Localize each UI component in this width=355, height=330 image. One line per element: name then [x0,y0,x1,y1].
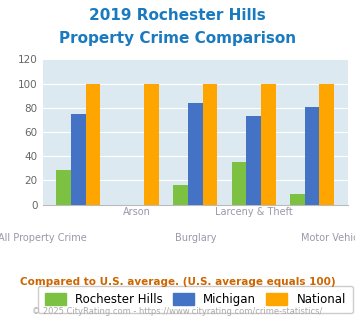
Bar [144,83,159,205]
Bar [188,103,203,205]
Bar [86,83,100,205]
Text: 2019 Rochester Hills: 2019 Rochester Hills [89,8,266,23]
Text: Property Crime Comparison: Property Crime Comparison [59,31,296,46]
Bar [320,83,334,205]
Text: Compared to U.S. average. (U.S. average equals 100): Compared to U.S. average. (U.S. average … [20,277,335,287]
Text: © 2025 CityRating.com - https://www.cityrating.com/crime-statistics/: © 2025 CityRating.com - https://www.city… [32,307,323,316]
Text: Motor Vehicle Theft: Motor Vehicle Theft [301,233,355,243]
Bar [232,162,246,205]
Bar [246,116,261,205]
Bar [290,194,305,205]
Bar [203,83,217,205]
Bar [71,114,86,205]
Text: Burglary: Burglary [175,233,216,243]
Legend: Rochester Hills, Michigan, National: Rochester Hills, Michigan, National [38,286,353,313]
Bar [305,107,320,205]
Text: All Property Crime: All Property Crime [0,233,87,243]
Bar [173,185,188,205]
Bar [261,83,275,205]
Bar [56,170,71,205]
